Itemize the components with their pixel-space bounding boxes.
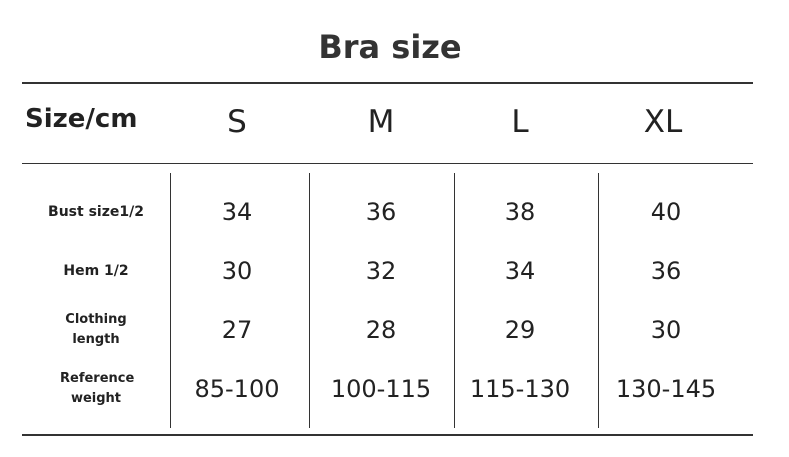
header-label: Size/cm — [25, 104, 138, 134]
page-title: Bra size — [318, 28, 462, 66]
table-cell: 100-115 — [330, 375, 432, 403]
table-cell: 30 — [221, 257, 253, 285]
divider — [22, 434, 753, 436]
table-cell: 38 — [504, 198, 536, 226]
divider — [454, 173, 455, 428]
table-cell: 34 — [221, 198, 253, 226]
size-header: S — [227, 104, 247, 140]
table-cell: 36 — [650, 257, 682, 285]
divider — [170, 173, 171, 428]
size-header: M — [367, 104, 395, 140]
size-header: XL — [643, 104, 683, 140]
table-cell: 130-145 — [615, 375, 717, 403]
row-label: Reference weight — [60, 371, 135, 406]
size-header: L — [511, 104, 529, 140]
row-label: Bust size1/2 — [48, 204, 144, 220]
table-cell: 28 — [365, 316, 397, 344]
table-cell: 85-100 — [194, 375, 280, 403]
table-cell: 115-130 — [469, 375, 571, 403]
table-cell: 40 — [650, 198, 682, 226]
divider — [598, 173, 599, 428]
divider — [309, 173, 310, 428]
row-label: Hem 1/2 — [63, 263, 129, 279]
table-cell: 32 — [365, 257, 397, 285]
divider — [22, 82, 753, 84]
table-cell: 34 — [504, 257, 536, 285]
divider — [22, 163, 753, 164]
table-cell: 36 — [365, 198, 397, 226]
row-label: Clothing length — [65, 312, 127, 347]
table-cell: 30 — [650, 316, 682, 344]
table-cell: 29 — [504, 316, 536, 344]
table-cell: 27 — [221, 316, 253, 344]
